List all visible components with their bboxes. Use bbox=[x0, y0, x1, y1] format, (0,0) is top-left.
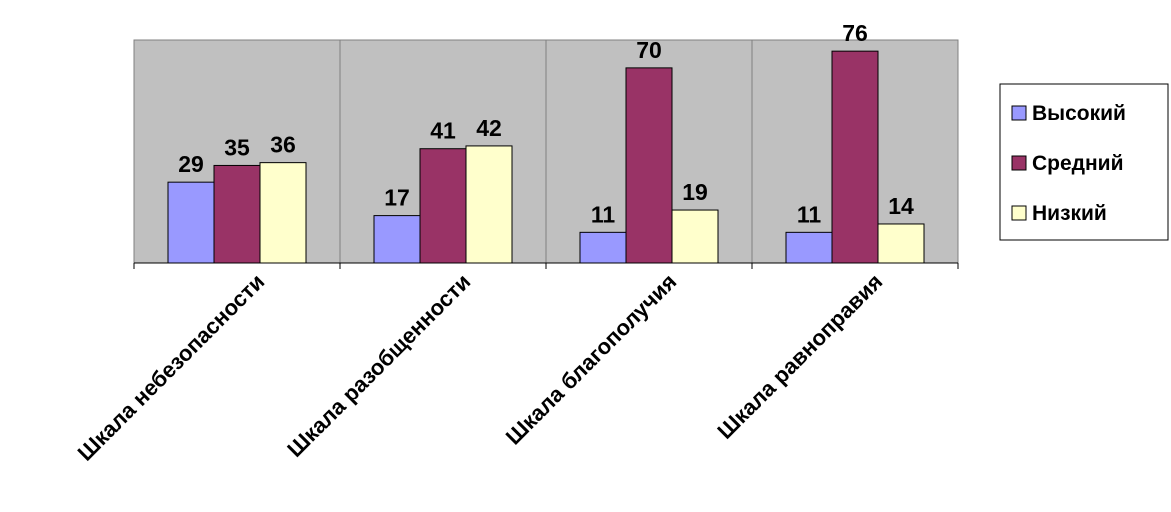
legend-label: Средний bbox=[1032, 152, 1124, 175]
data-label: 11 bbox=[591, 201, 616, 227]
bar bbox=[877, 223, 925, 264]
category-label: Шкала разобщенности bbox=[282, 269, 475, 462]
data-label: 11 bbox=[797, 201, 822, 227]
bars-group bbox=[167, 50, 925, 264]
bar bbox=[785, 231, 833, 264]
data-label: 17 bbox=[384, 185, 410, 211]
legend-label: Высокий bbox=[1032, 102, 1126, 125]
bar bbox=[373, 215, 421, 264]
data-label: 70 bbox=[636, 37, 662, 63]
data-labels-group: 29 35 36 17 41 42 11 70 19 11 76 14 bbox=[178, 20, 914, 227]
legend-box bbox=[999, 83, 1169, 241]
data-label: 19 bbox=[682, 179, 708, 205]
data-label: 76 bbox=[842, 20, 868, 46]
legend-swatch bbox=[1011, 205, 1027, 221]
bar bbox=[259, 162, 307, 264]
bar bbox=[419, 148, 467, 264]
category-label: Шкала благополучия bbox=[501, 269, 682, 450]
legend: Высокий Средний Низкий bbox=[999, 83, 1169, 241]
data-label: 14 bbox=[888, 193, 914, 219]
category-labels-group: Шкала небезопасности Шкала разобщенности Ш… bbox=[73, 269, 888, 466]
legend-label: Низкий bbox=[1032, 202, 1107, 225]
data-label: 36 bbox=[270, 132, 296, 158]
bar bbox=[167, 181, 215, 264]
bar bbox=[465, 145, 513, 264]
legend-swatch bbox=[1011, 155, 1027, 171]
category-label: Шкала небезопасности bbox=[73, 269, 270, 466]
bar bbox=[579, 231, 627, 264]
bar bbox=[831, 50, 879, 264]
legend-swatch bbox=[1011, 105, 1027, 121]
data-label: 42 bbox=[476, 115, 502, 141]
bar bbox=[213, 164, 261, 264]
bar bbox=[625, 67, 673, 264]
data-label: 29 bbox=[178, 151, 204, 177]
data-label: 35 bbox=[224, 134, 250, 160]
category-label: Шкала равноправия bbox=[712, 269, 887, 444]
data-label: 41 bbox=[430, 118, 456, 144]
bar bbox=[671, 209, 719, 264]
